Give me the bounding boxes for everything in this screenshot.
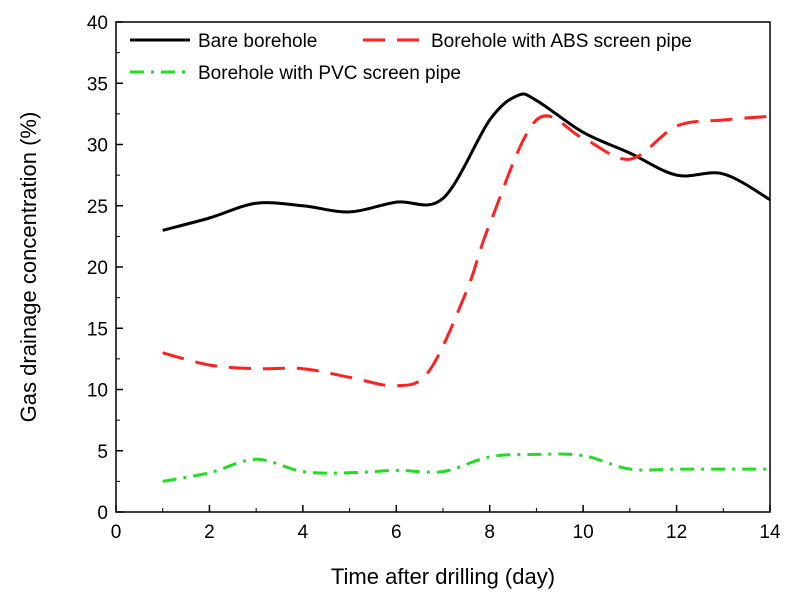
x-tick-label: 8 — [484, 522, 495, 543]
legend: Bare borehole Borehole with ABS screen pi… — [130, 31, 692, 84]
y-tick-label: 5 — [97, 442, 108, 463]
x-tick-label: 0 — [111, 522, 122, 543]
y-axis-label: Gas drainage concentration (%) — [16, 112, 41, 423]
y-tick-label: 15 — [87, 319, 108, 340]
plot-frame — [115, 21, 771, 513]
x-tick-label: 4 — [298, 522, 309, 543]
x-tick-label: 12 — [666, 522, 687, 543]
legend-label-3: Borehole with PVC screen pipe — [198, 63, 461, 84]
y-tick-label: 35 — [87, 74, 108, 95]
y-tick-label: 30 — [87, 136, 108, 157]
y-tick-label: 0 — [97, 503, 108, 524]
x-tick-label: 6 — [391, 522, 402, 543]
y-tick-label: 25 — [87, 197, 108, 218]
x-axis: 0 2 4 6 8 10 12 14 — [111, 505, 781, 543]
series-line-2 — [162, 114, 771, 388]
legend-label-2: Borehole with ABS screen pipe — [431, 31, 692, 52]
y-tick-label: 20 — [87, 258, 108, 279]
legend-label-1: Bare borehole — [198, 31, 317, 52]
y-tick-label: 40 — [87, 13, 108, 34]
x-tick-label: 2 — [204, 522, 215, 543]
series-line-1 — [162, 92, 771, 232]
series-layer — [162, 92, 771, 483]
y-axis: 0 5 10 15 20 25 30 35 40 — [87, 13, 123, 524]
series-line-3 — [162, 452, 770, 483]
x-axis-label: Time after drilling (day) — [331, 564, 555, 589]
y-tick-label: 10 — [87, 381, 108, 402]
x-tick-label: 10 — [573, 522, 594, 543]
x-tick-label: 14 — [759, 522, 781, 543]
